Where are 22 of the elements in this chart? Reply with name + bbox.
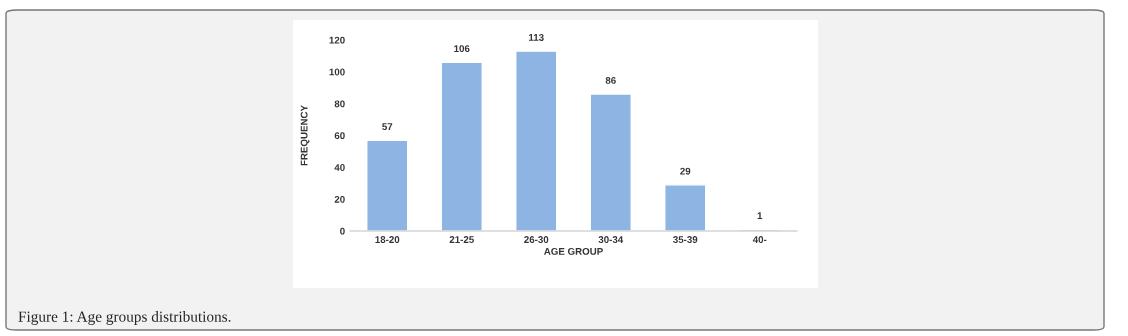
- data-label: 29: [680, 167, 691, 175]
- x-axis-title: AGE GROUP: [544, 247, 603, 255]
- data-label: 57: [382, 123, 393, 131]
- data-label: 106: [454, 45, 470, 53]
- data-label: 86: [605, 76, 616, 84]
- x-tick-label: 35-39: [673, 236, 698, 244]
- data-label: 1: [757, 212, 763, 220]
- x-tick-label: 40-: [752, 236, 767, 243]
- x-tick-label: 30-34: [598, 236, 624, 244]
- x-tick-label: 26-30: [524, 236, 549, 244]
- y-tick-label: 120: [329, 36, 345, 44]
- y-tick-label: 20: [334, 195, 345, 203]
- y-tick-label: 80: [334, 100, 345, 108]
- data-label: 113: [529, 34, 544, 41]
- y-tick-label: 40: [334, 164, 345, 171]
- y-tick-label: 60: [334, 132, 345, 140]
- y-tick-label: 0: [340, 227, 345, 235]
- x-tick-label: 21-25: [449, 236, 474, 243]
- x-tick-label: 18-20: [375, 236, 400, 243]
- y-axis-title: FREQUENCY: [300, 105, 310, 166]
- caption: Figure 1: Age groups distributions.: [18, 311, 231, 325]
- y-tick-label: 100: [329, 68, 345, 76]
